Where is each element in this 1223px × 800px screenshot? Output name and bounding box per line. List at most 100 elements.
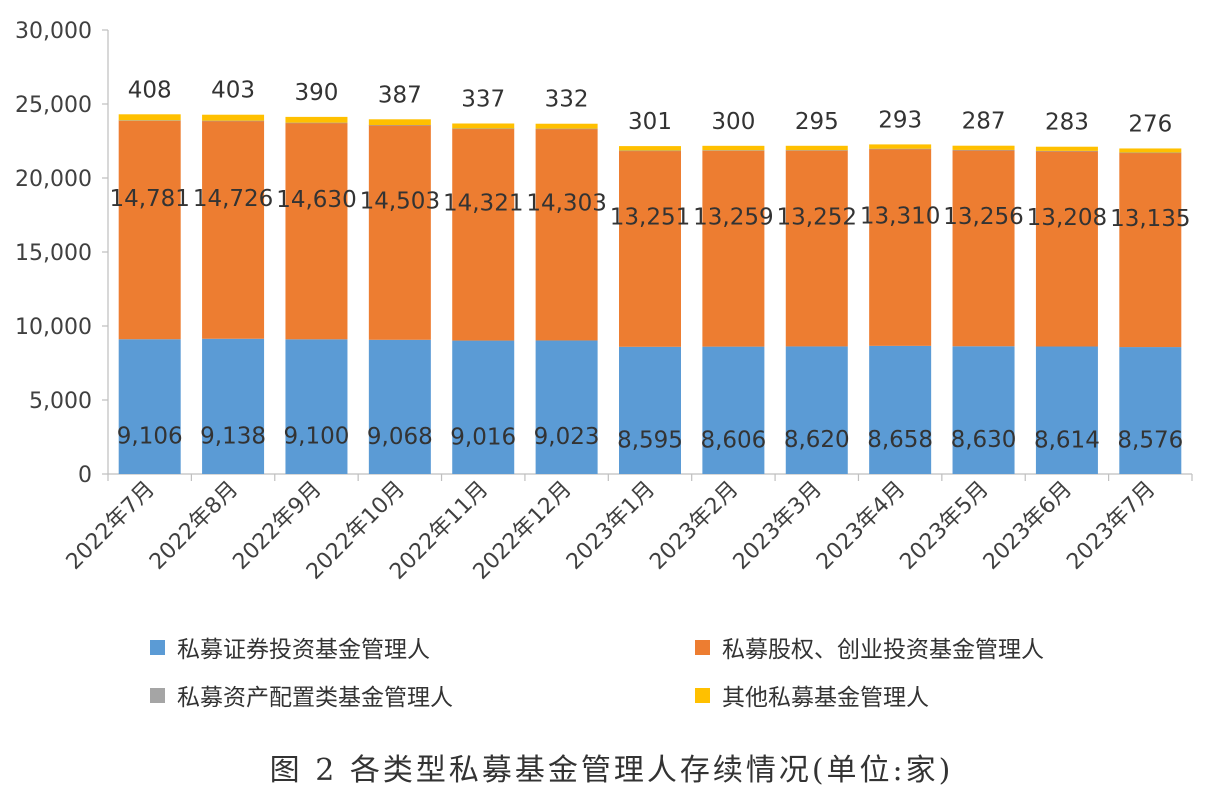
data-label-securities: 8,620 [784, 427, 850, 453]
data-label-securities: 8,595 [617, 427, 683, 453]
bar-segment-s3-c11 [1035, 146, 1098, 151]
bar-segment-s1-c11 [1035, 151, 1098, 347]
x-tick-label: 2023年6月 [979, 477, 1077, 575]
data-label-securities: 8,576 [1117, 428, 1183, 454]
data-label-securities: 8,614 [1034, 427, 1100, 453]
bar-segment-s0-c7 [702, 346, 765, 474]
data-label-equity-vc: 14,781 [109, 186, 189, 212]
bar-segment-s2-c9 [869, 148, 932, 150]
legend-swatch-equity-vc [695, 639, 710, 655]
bar-segment-s0-c2 [285, 339, 348, 474]
bar-segment-s1-c6 [619, 150, 681, 347]
bar-segment-s1-c1 [202, 120, 265, 339]
data-label-other: 276 [1128, 111, 1172, 137]
data-label-other: 301 [628, 109, 672, 135]
bar-segment-s0-c6 [619, 346, 681, 474]
x-tick-label: 2023年1月 [562, 477, 660, 575]
bar-segment-s2-c8 [785, 150, 848, 151]
data-label-securities: 9,106 [117, 424, 183, 450]
data-label-other: 283 [1045, 110, 1089, 136]
bar-segment-s1-c7 [702, 150, 765, 347]
legend-label-equity-vc: 私募股权、创业投资基金管理人 [722, 637, 1044, 663]
bar-segment-s0-c4 [452, 340, 515, 474]
data-label-other: 403 [211, 78, 255, 104]
x-tick-label: 2022年8月 [145, 477, 243, 575]
bar-segment-s3-c8 [785, 145, 848, 151]
legend: 私募证券投资基金管理人 私募股权、创业投资基金管理人 私募资产配置类基金管理人 … [150, 630, 1130, 720]
legend-item-securities: 私募证券投资基金管理人 [150, 630, 430, 664]
data-label-other: 337 [461, 86, 505, 112]
data-label-equity-vc: 14,630 [276, 187, 356, 213]
bar-segment-s2-c10 [952, 149, 1015, 151]
bar-segment-s2-c1 [202, 120, 265, 122]
bar-segment-s2-c12 [1119, 152, 1182, 154]
bar-segment-s3-c2 [285, 116, 348, 123]
bar-segment-s2-c2 [285, 122, 348, 124]
y-tick-label: 0 [78, 463, 92, 488]
data-label-equity-vc: 13,135 [1110, 206, 1190, 232]
legend-item-other: 其他私募基金管理人 [695, 678, 929, 712]
bar-segment-s1-c10 [952, 150, 1015, 347]
bar-segment-s2-c6 [619, 150, 681, 152]
bar-segment-s0-c10 [952, 346, 1015, 474]
data-label-other: 295 [795, 109, 839, 135]
bar-segment-s2-c0 [118, 120, 181, 121]
bar-segment-s0-c0 [118, 339, 181, 474]
bar-segment-s1-c0 [118, 120, 181, 340]
bar-segment-s1-c2 [285, 122, 348, 340]
data-label-equity-vc: 13,259 [693, 205, 773, 231]
bar-segment-s2-c4 [452, 128, 515, 130]
x-tick-label: 2023年2月 [645, 477, 743, 575]
x-tick-label: 2023年4月 [812, 477, 910, 575]
data-label-other: 300 [711, 109, 755, 135]
bar-segment-s3-c3 [368, 119, 431, 126]
bar-segment-s0-c9 [869, 345, 932, 474]
figure-caption: 图 2 各类型私募基金管理人存续情况(单位:家) [269, 753, 954, 788]
bar-segment-s0-c8 [785, 346, 848, 474]
bar-segment-s0-c5 [535, 340, 598, 474]
data-label-equity-vc: 14,303 [526, 191, 606, 217]
data-label-equity-vc: 13,208 [1027, 205, 1107, 231]
bar-segment-s3-c5 [535, 123, 598, 129]
y-tick-label: 15,000 [15, 241, 92, 266]
bar-segment-s2-c3 [368, 125, 431, 126]
x-tick-label: 2023年3月 [729, 477, 827, 575]
data-label-securities: 9,023 [534, 424, 600, 450]
data-label-equity-vc: 13,252 [777, 204, 857, 230]
legend-label-securities: 私募证券投资基金管理人 [177, 637, 430, 663]
legend-item-equity-vc: 私募股权、创业投资基金管理人 [695, 630, 1044, 664]
legend-swatch-other [695, 687, 710, 703]
data-label-securities: 8,606 [700, 427, 766, 453]
data-label-securities: 8,658 [867, 427, 933, 453]
bar-segment-s1-c4 [452, 128, 515, 341]
data-label-other: 332 [545, 87, 589, 113]
data-label-equity-vc: 13,310 [860, 203, 940, 229]
data-label-securities: 8,630 [951, 427, 1017, 453]
data-label-other: 390 [295, 80, 339, 106]
data-label-equity-vc: 14,726 [193, 186, 273, 212]
data-label-other: 287 [962, 109, 1006, 135]
legend-swatch-asset-allocation [150, 687, 165, 703]
legend-item-asset-allocation: 私募资产配置类基金管理人 [150, 678, 453, 712]
bar-segment-s0-c12 [1119, 347, 1182, 474]
bar-segment-s3-c10 [952, 145, 1015, 150]
bar-segment-s1-c8 [785, 150, 848, 347]
x-tick-label: 2023年5月 [895, 477, 993, 575]
bar-segment-s1-c12 [1119, 152, 1182, 348]
bar-segment-s1-c5 [535, 128, 598, 341]
data-label-securities: 9,100 [284, 424, 350, 450]
x-tick-label: 2022年7月 [62, 477, 160, 575]
bar-segment-s3-c4 [452, 123, 515, 129]
plot-area: 0 5,000 10,000 15,000 20,000 25,000 30,000 9,10… [15, 19, 1193, 585]
bar-segment-s0-c1 [202, 338, 265, 474]
bar-segment-s3-c9 [869, 144, 932, 149]
y-tick-label: 25,000 [15, 93, 92, 118]
legend-swatch-securities [150, 639, 165, 655]
bar-segment-s3-c1 [202, 114, 265, 121]
legend-label-other: 其他私募基金管理人 [722, 685, 929, 711]
data-label-securities: 9,016 [450, 424, 516, 450]
bar-segment-s2-c5 [535, 128, 598, 130]
y-tick-label: 30,000 [15, 19, 92, 44]
data-label-equity-vc: 13,251 [610, 205, 690, 231]
data-label-other: 387 [378, 82, 422, 108]
